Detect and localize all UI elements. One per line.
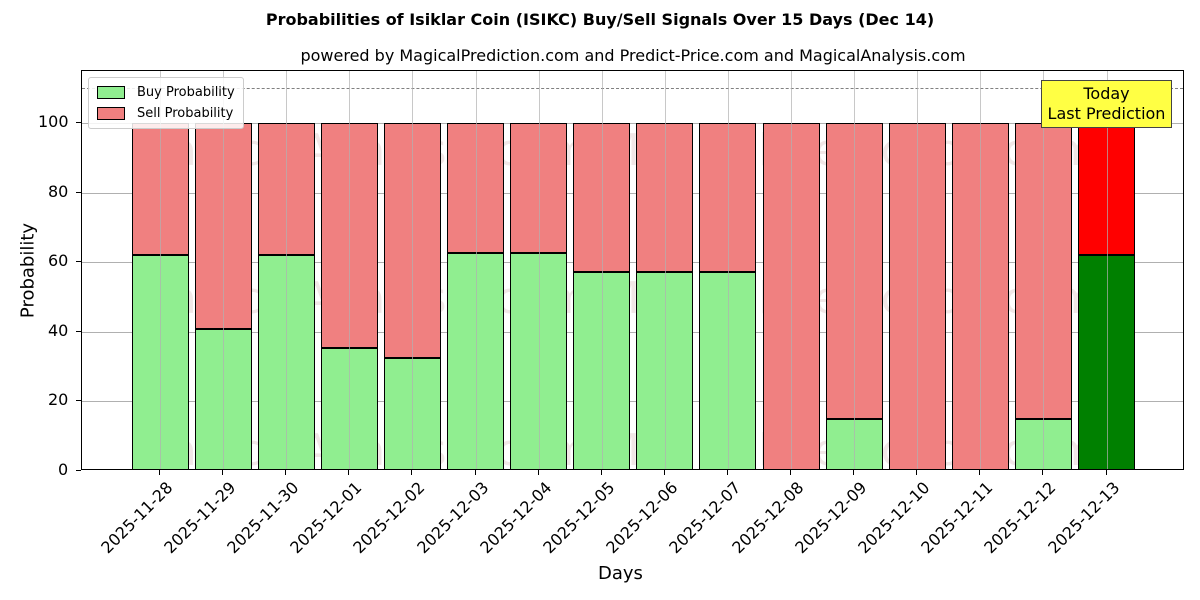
gridline-vertical	[349, 71, 351, 469]
y-tick-mark	[76, 470, 81, 471]
y-axis-label: Probability	[17, 222, 39, 319]
x-tick-mark	[474, 470, 476, 475]
gridline-vertical	[601, 71, 603, 469]
y-tick-mark	[76, 191, 81, 193]
x-tick-mark	[663, 470, 665, 475]
y-tick-mark	[76, 122, 81, 124]
gridline-vertical	[727, 71, 729, 469]
annotation-line-1: Today	[1083, 84, 1130, 103]
gridline-vertical	[475, 71, 477, 469]
legend-label-sell: Sell Probability	[137, 106, 234, 121]
y-tick-label: 80	[48, 181, 69, 201]
x-tick-mark	[222, 470, 224, 475]
gridline-vertical	[980, 71, 982, 469]
x-axis-label: Days	[598, 563, 643, 584]
x-tick-mark	[916, 470, 918, 475]
gridline-vertical	[1106, 71, 1108, 469]
gridline-vertical	[538, 71, 540, 469]
gridline-vertical	[791, 71, 792, 469]
x-tick-mark	[1042, 470, 1044, 475]
y-tick-label: 60	[48, 251, 69, 271]
legend-item-sell: Sell Probability	[97, 103, 235, 124]
x-tick-mark	[726, 470, 728, 475]
x-tick-mark	[853, 470, 855, 475]
gridline-vertical	[854, 71, 856, 469]
x-tick-mark	[979, 470, 981, 475]
buy-swatch-icon	[97, 86, 125, 99]
x-tick-mark	[411, 470, 413, 475]
gridline-vertical	[286, 71, 288, 469]
y-tick-label: 100	[38, 112, 69, 132]
annotation-line-2: Last Prediction	[1047, 104, 1166, 123]
y-tick-mark	[76, 400, 81, 402]
gridline-horizontal	[82, 262, 1183, 264]
legend-label-buy: Buy Probability	[137, 85, 235, 100]
x-tick-mark	[348, 470, 350, 475]
chart-title: Probabilities of Isiklar Coin (ISIKC) Bu…	[265, 10, 935, 29]
y-tick-label: 20	[48, 390, 69, 410]
gridline-vertical	[223, 71, 225, 469]
gridline-horizontal	[82, 401, 1183, 403]
x-tick-mark	[537, 470, 539, 475]
gridline-vertical	[1043, 71, 1045, 469]
today-annotation: Today Last Prediction	[1041, 80, 1172, 128]
gridline-vertical	[160, 71, 161, 469]
x-tick-mark	[600, 470, 602, 475]
gridline-vertical	[664, 71, 666, 469]
gridline-vertical	[917, 71, 919, 469]
y-tick-mark	[76, 330, 81, 332]
x-tick-mark	[790, 470, 791, 475]
x-tick-mark	[285, 470, 287, 475]
x-tick-mark	[159, 470, 160, 475]
gridline-horizontal	[82, 123, 1183, 125]
y-tick-label: 40	[48, 320, 69, 340]
plot-area: MagicalAnalysis.comMagicalPrediction.com…	[81, 70, 1184, 470]
y-tick-mark	[76, 261, 81, 263]
y-tick-label: 0	[58, 460, 69, 479]
x-tick-mark	[1105, 470, 1107, 475]
gridline-vertical	[412, 71, 414, 469]
legend-item-buy: Buy Probability	[97, 82, 235, 103]
legend: Buy Probability Sell Probability	[88, 77, 244, 129]
gridline-horizontal	[82, 331, 1183, 333]
chart-subtitle: powered by MagicalPrediction.com and Pre…	[300, 46, 966, 65]
sell-swatch-icon	[97, 107, 125, 120]
reference-line	[82, 88, 1183, 90]
gridline-horizontal	[82, 192, 1183, 194]
